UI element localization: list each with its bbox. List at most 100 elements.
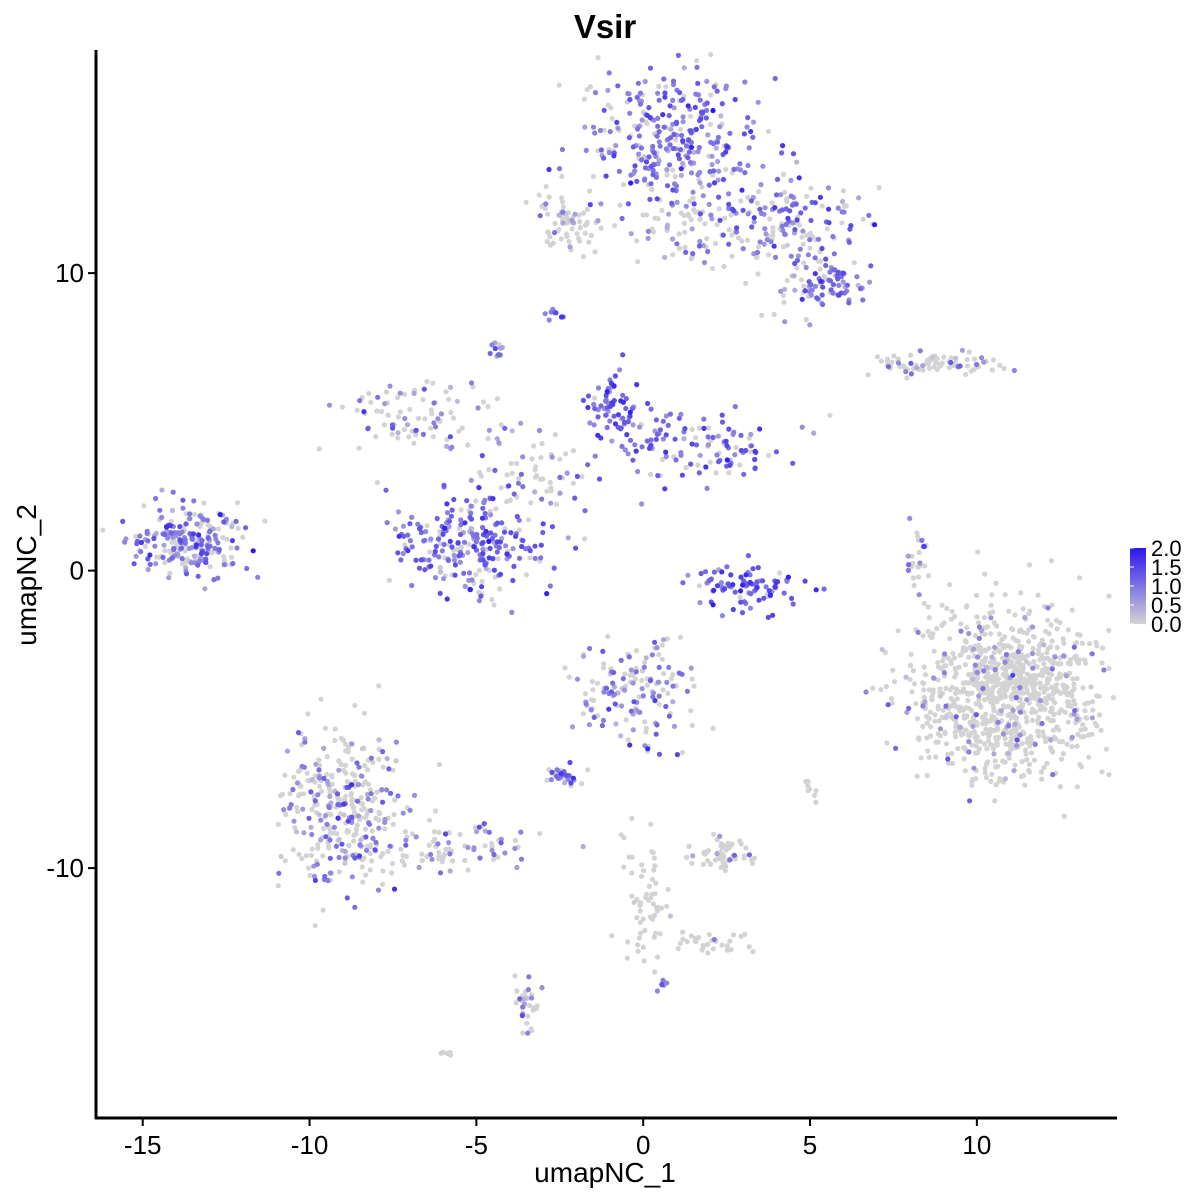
cell-point (983, 774, 990, 781)
cell-point (688, 217, 694, 223)
cell-point (719, 569, 725, 575)
cell-point (262, 518, 268, 524)
cell-point (233, 518, 239, 525)
cell-point (461, 570, 467, 576)
cell-point (737, 161, 743, 167)
cell-point (710, 725, 716, 732)
cell-point (600, 648, 606, 655)
cell-point (722, 844, 729, 850)
cell-point (430, 838, 436, 844)
cell-point (580, 711, 586, 717)
cell-point (447, 851, 453, 857)
cell-point (349, 741, 355, 747)
cell-point (496, 440, 502, 446)
cell-point (667, 411, 674, 417)
cell-point (480, 524, 486, 531)
cell-point (673, 137, 679, 143)
cell-point (931, 675, 937, 681)
cell-point (598, 201, 604, 207)
cell-point (1036, 733, 1042, 739)
cell-point (486, 555, 492, 561)
cell-point (1058, 756, 1065, 762)
cell-point (656, 693, 662, 699)
cell-point (997, 681, 1003, 687)
cell-point (979, 355, 985, 361)
cell-point (914, 530, 920, 536)
cell-point (169, 507, 175, 514)
cell-point (455, 540, 461, 546)
cell-point (954, 696, 960, 702)
cell-point (748, 591, 754, 597)
cell-point (444, 501, 450, 507)
cell-point (576, 236, 582, 242)
cell-point (708, 576, 714, 583)
cell-point (349, 756, 355, 762)
cell-point (416, 415, 422, 421)
cell-point (796, 222, 803, 228)
cell-point (476, 824, 482, 830)
cell-point (693, 126, 699, 132)
cell-point (984, 664, 990, 670)
cell-point (648, 181, 654, 187)
cell-point (359, 746, 366, 752)
cell-point (1023, 751, 1029, 757)
cell-point (354, 822, 360, 828)
cell-point (642, 927, 648, 934)
cell-point (638, 873, 645, 879)
cell-point (354, 760, 360, 766)
cell-point (717, 856, 723, 862)
cell-point (1080, 685, 1086, 691)
cell-point (547, 583, 553, 589)
cell-point (1071, 681, 1077, 687)
cell-point (948, 660, 954, 667)
cell-point (606, 70, 612, 76)
cell-point (686, 213, 692, 219)
cell-point (930, 687, 936, 693)
cell-point (358, 837, 364, 843)
cell-point (479, 578, 485, 585)
cell-point (680, 114, 686, 120)
cell-point (745, 211, 751, 217)
cell-point (779, 207, 785, 213)
cell-point (655, 115, 661, 121)
cell-point (316, 757, 322, 763)
cell-point (562, 665, 568, 671)
cell-point (657, 427, 664, 433)
cell-point (653, 880, 659, 886)
cell-point (752, 448, 758, 454)
cell-point (1016, 628, 1023, 634)
cell-point (1030, 645, 1036, 652)
cell-point (495, 854, 501, 860)
cell-point (637, 101, 644, 107)
cell-point (327, 837, 333, 843)
cell-point (204, 551, 210, 557)
cell-point (243, 525, 249, 531)
cell-point (949, 684, 955, 690)
cell-point (981, 741, 988, 747)
cell-point (147, 552, 153, 558)
cell-point (611, 413, 617, 419)
cell-point (607, 129, 613, 135)
cell-point (190, 531, 196, 537)
cell-point (1003, 652, 1010, 658)
cell-point (1029, 717, 1035, 724)
cell-point (710, 946, 717, 952)
cell-point (221, 562, 227, 568)
cell-point (830, 282, 837, 288)
cell-point (716, 206, 722, 212)
cell-point (407, 538, 413, 544)
cell-point (437, 590, 443, 597)
cell-point (375, 394, 381, 400)
cell-point (653, 930, 659, 936)
cell-point (1012, 680, 1018, 686)
cell-point (690, 853, 696, 859)
cell-point (590, 124, 597, 130)
cell-point (1044, 650, 1050, 656)
cell-point (335, 801, 341, 808)
cell-point (1058, 661, 1064, 667)
cell-point (588, 697, 595, 703)
cell-point (726, 227, 732, 233)
cell-point (296, 851, 302, 857)
cell-point (448, 409, 454, 415)
cell-point (1017, 732, 1023, 738)
